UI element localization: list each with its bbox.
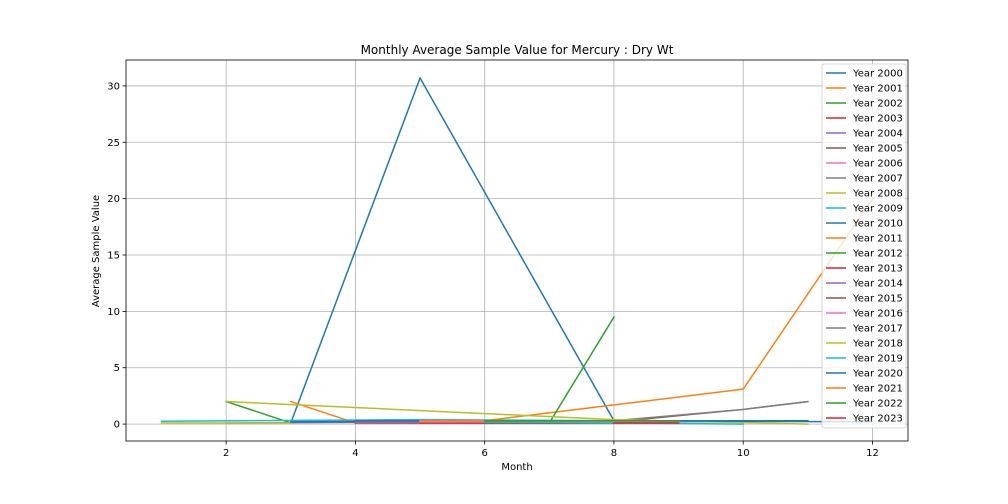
legend-label: Year 2002 (852, 99, 903, 110)
legend-label: Year 2006 (852, 159, 903, 170)
legend-label: Year 2020 (852, 369, 903, 380)
x-tick-label: 6 (481, 448, 487, 459)
x-tick-label: 4 (352, 448, 358, 459)
legend-label: Year 2000 (852, 69, 903, 80)
legend-label: Year 2018 (852, 339, 903, 350)
legend-box (821, 63, 907, 429)
legend-label: Year 2015 (852, 294, 903, 305)
y-tick-label: 15 (107, 251, 120, 262)
legend-label: Year 2019 (852, 354, 903, 365)
y-tick-label: 0 (114, 420, 120, 431)
legend-label: Year 2012 (852, 249, 903, 260)
x-tick-label: 8 (611, 448, 617, 459)
legend: Year 2000 Year 2001 Year 2002 Year 2003 Year… (821, 63, 907, 429)
legend-label: Year 2016 (852, 309, 903, 320)
legend-label: Year 2013 (852, 264, 903, 275)
y-axis-label: Average Sample Value (91, 195, 102, 307)
axis-ticks: 2 4 6 8 10 12 0 5 10 15 20 25 30 (107, 81, 879, 459)
legend-label: Year 2023 (852, 414, 903, 425)
legend-label: Year 2010 (852, 219, 903, 230)
y-tick-label: 10 (107, 307, 120, 318)
series-line-year-2012 (548, 315, 615, 424)
series-line-year-2017 (613, 400, 809, 422)
series-lines (160, 77, 874, 425)
legend-label: Year 2004 (852, 129, 903, 140)
legend-label: Year 2021 (852, 384, 903, 395)
x-tick-label: 2 (223, 448, 229, 459)
series-line-year-2000 (289, 77, 615, 424)
y-tick-label: 20 (107, 194, 120, 205)
legend-label: Year 2022 (852, 399, 903, 410)
legend-label: Year 2001 (852, 84, 903, 95)
x-tick-label: 10 (737, 448, 750, 459)
y-tick-label: 25 (107, 138, 120, 149)
x-tick-label: 12 (866, 448, 879, 459)
series-line-year-2018 (225, 400, 809, 425)
legend-label: Year 2008 (852, 189, 903, 200)
legend-label: Year 2017 (852, 324, 903, 335)
legend-label: Year 2009 (852, 204, 903, 215)
legend-label: Year 2007 (852, 174, 903, 185)
series-line-year-2002 (225, 400, 292, 424)
legend-label: Year 2011 (852, 234, 903, 245)
chart-title: Monthly Average Sample Value for Mercury… (361, 43, 674, 57)
series-line-year-2011 (483, 197, 874, 422)
legend-label: Year 2003 (852, 114, 903, 125)
plot-frame (125, 59, 909, 442)
y-tick-label: 30 (107, 81, 120, 92)
y-tick-label: 5 (114, 363, 120, 374)
legend-label: Year 2014 (852, 279, 903, 290)
legend-label: Year 2005 (852, 144, 903, 155)
x-axis-label: Month (501, 462, 532, 473)
